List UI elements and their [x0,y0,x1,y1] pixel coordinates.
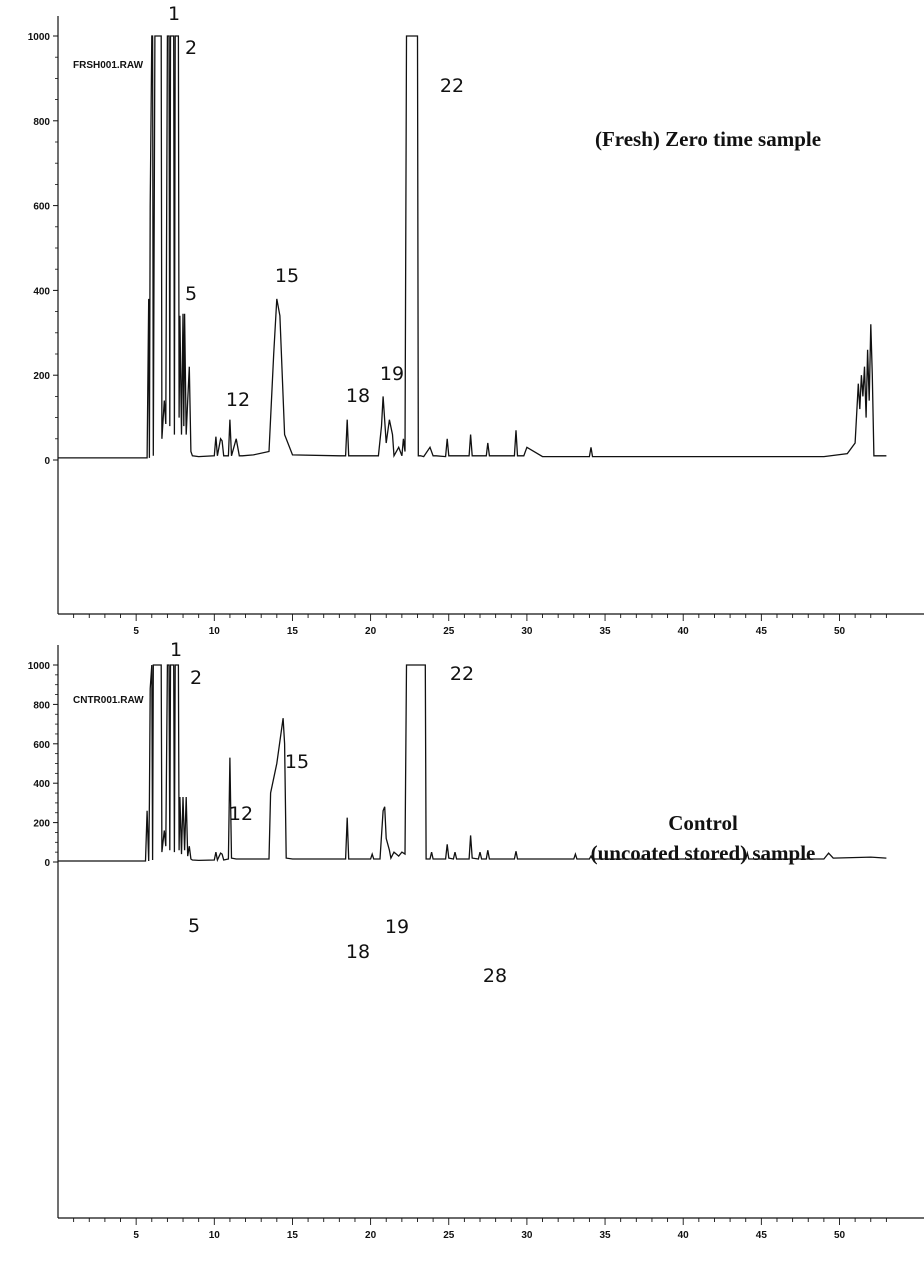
y-tick-label: 400 [33,286,50,297]
peak-label-18: 18 [346,941,370,963]
y-tick-label: 600 [33,202,50,213]
y-tick-label: 0 [44,858,50,869]
peak-label-5: 5 [188,915,200,937]
chromatogram-trace [58,35,887,459]
x-tick-label: 35 [599,1230,611,1241]
y-tick-label: 600 [33,740,50,751]
y-tick-label: 200 [33,819,50,830]
file-label: CNTR001.RAW [73,695,144,706]
x-tick-label: 50 [834,626,846,637]
x-tick-label: 40 [678,1230,690,1241]
y-tick-label: 800 [33,117,50,128]
x-tick-label: 10 [209,626,221,637]
y-tick-label: 800 [33,700,50,711]
sample-label: (Fresh) Zero time sample [595,127,821,151]
y-tick-label: 0 [44,456,50,467]
sample-label: (uncoated stored) sample [591,841,816,865]
y-tick-label: 400 [33,779,50,790]
peak-label-18: 18 [346,385,370,407]
x-tick-label: 25 [443,1230,455,1241]
y-tick-label: 200 [33,371,50,382]
x-tick-label: 20 [365,626,377,637]
x-tick-label: 45 [756,626,768,637]
peak-label-22: 22 [450,663,474,685]
x-tick-label: 30 [521,1230,533,1241]
chromatogram-trace [58,664,887,863]
peak-label-15: 15 [285,751,309,773]
peak-label-19: 19 [385,916,409,938]
x-tick-label: 50 [834,1230,846,1241]
peak-label-5: 5 [185,283,197,305]
sample-label: Control [668,811,738,835]
peak-label-2: 2 [185,37,197,59]
peak-label-22: 22 [440,75,464,97]
file-label: FRSH001.RAW [73,60,144,71]
x-tick-label: 15 [287,1230,299,1241]
peak-label-2: 2 [190,667,202,689]
peak-label-19: 19 [380,363,404,385]
x-tick-label: 5 [133,1230,139,1241]
x-tick-label: 15 [287,626,299,637]
y-tick-label: 1000 [28,661,51,672]
x-tick-label: 10 [209,1230,221,1241]
peak-label-1: 1 [170,639,182,661]
peak-label-15: 15 [275,265,299,287]
peak-label-1: 1 [168,3,180,25]
x-tick-label: 25 [443,626,455,637]
peak-label-12: 12 [229,803,253,825]
x-tick-label: 30 [521,626,533,637]
x-tick-label: 40 [678,626,690,637]
x-tick-label: 20 [365,1230,377,1241]
x-tick-label: 35 [599,626,611,637]
y-tick-label: 1000 [28,32,51,43]
x-tick-label: 5 [133,626,139,637]
x-tick-label: 45 [756,1230,768,1241]
peak-label-12: 12 [226,389,250,411]
peak-label-28: 28 [483,965,507,987]
